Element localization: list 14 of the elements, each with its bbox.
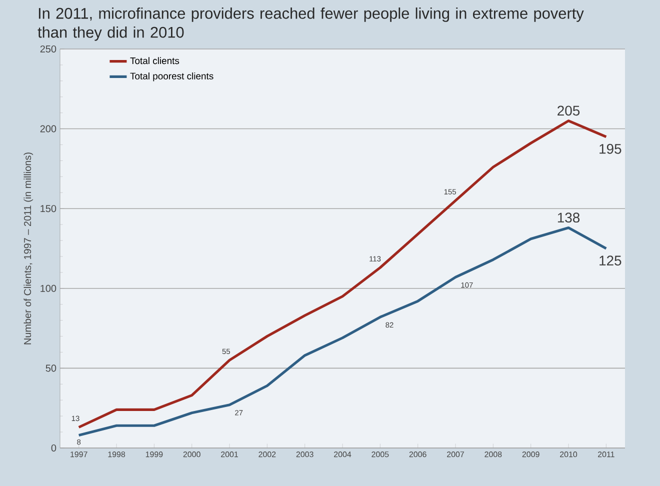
chart-title: In 2011, microfinance providers reached fewer people living in extreme poverty than they did in 2010 [38,8,584,41]
legend-label: Total clients [130,57,180,64]
y-tick-label: 150 [40,205,56,212]
y-tick-label: 100 [40,284,56,292]
y-tick-label: 50 [46,364,56,372]
data-label: 125 [600,256,622,266]
data-label: 195 [600,144,622,154]
legend-label: Total poorest clients [130,72,214,82]
y-tick-label: 200 [40,125,56,132]
y-tick-label: 0 [51,444,56,452]
y-axis-title: Number of Clients, 1997 – 2011 (in millions) [24,152,34,344]
data-label: 205 [558,106,580,116]
data-label: 138 [558,212,580,223]
y-tick-label: 250 [40,45,56,53]
